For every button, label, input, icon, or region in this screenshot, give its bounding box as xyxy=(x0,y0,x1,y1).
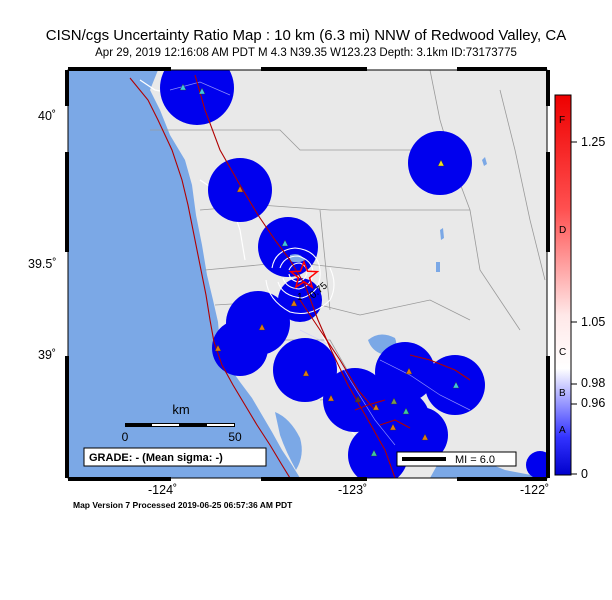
station-marker xyxy=(179,83,187,91)
lon-tick-123: -123˚ xyxy=(338,483,368,497)
event-summary: Apr 29, 2019 12:16:08 AM PDT M 4.3 N39.3… xyxy=(95,47,517,59)
stations xyxy=(179,83,460,457)
mi-legend-text: MI = 6.0 xyxy=(455,454,495,466)
scale-unit: km xyxy=(172,402,189,417)
colorbar-tick-1-05: 1.05 xyxy=(581,315,606,329)
grade-letter-c: C xyxy=(559,347,566,358)
scale-max-label: 50 xyxy=(228,430,242,444)
station-marker xyxy=(302,369,310,377)
map-title: CISN/cgs Uncertainty Ratio Map : 10 km (… xyxy=(45,27,567,44)
lakes xyxy=(290,157,487,272)
grade-letter-d: D xyxy=(559,225,566,236)
station-marker xyxy=(390,397,398,405)
border-tick-bars xyxy=(65,67,550,481)
station-marker xyxy=(405,367,413,375)
station-marker xyxy=(281,239,289,247)
station-marker xyxy=(372,403,380,411)
mi-legend: MI = 6.0 xyxy=(396,451,517,467)
station-marker xyxy=(236,185,244,193)
lat-tick-39-5: 39.5˚ xyxy=(28,257,57,271)
grade-box: GRADE: - (Mean sigma: -) xyxy=(83,447,267,467)
station-marker xyxy=(452,381,460,389)
map-area: 1 0.75 km 0 50 GRADE: - (Mean sigma: -) … xyxy=(68,70,547,478)
scale-bar: km 0 50 xyxy=(122,402,242,444)
contour-label: 1 xyxy=(297,292,303,303)
lon-tick-124: -124˚ xyxy=(148,483,178,497)
fault-lines xyxy=(129,74,471,478)
grade-text: GRADE: - (Mean sigma: -) xyxy=(89,452,223,464)
station-marker xyxy=(198,87,206,95)
station-marker xyxy=(389,423,397,431)
station-marker xyxy=(214,344,222,352)
epicenter-star xyxy=(288,259,320,290)
map-version-footer: Map Version 7 Processed 2019-06-25 06:57… xyxy=(73,500,293,510)
grade-letter-f: F xyxy=(559,115,565,126)
station-marker xyxy=(370,449,378,457)
station-marker xyxy=(290,299,298,307)
grade-letter-a: A xyxy=(559,425,566,436)
station-marker xyxy=(327,394,335,402)
colorbar-tick-0-98: 0.98 xyxy=(581,376,606,390)
colorbar: F D C B A xyxy=(554,94,577,476)
colorbar-tick-0-96: 0.96 xyxy=(581,396,606,410)
uncertainty-zones xyxy=(160,70,547,478)
lat-tick-39: 39˚ xyxy=(38,348,57,362)
ocean xyxy=(68,70,300,478)
station-marker xyxy=(402,407,410,415)
bay xyxy=(275,412,302,470)
colorbar-tick-1-25: 1.25 xyxy=(581,135,606,149)
station-marker xyxy=(421,433,429,441)
lat-tick-40: 40˚ xyxy=(38,109,57,123)
grade-letter-b: B xyxy=(559,388,566,399)
lon-tick-122: -122˚ xyxy=(520,483,550,497)
scale-min-label: 0 xyxy=(122,430,129,444)
colorbar-tick-0: 0 xyxy=(581,467,588,481)
station-marker xyxy=(354,395,362,403)
station-marker xyxy=(437,159,445,167)
station-marker xyxy=(258,323,266,331)
